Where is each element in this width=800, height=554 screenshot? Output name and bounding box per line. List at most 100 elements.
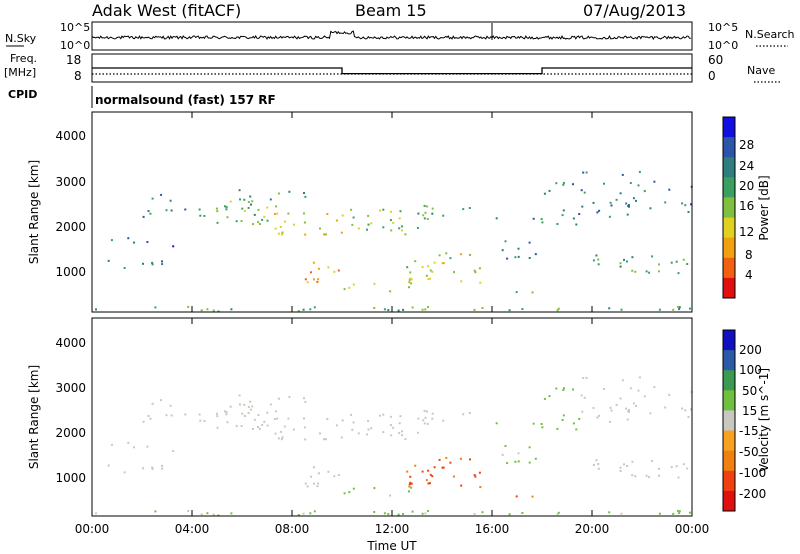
power-point — [635, 199, 637, 202]
colorbar-segment — [723, 237, 735, 259]
velocity-point — [541, 426, 544, 429]
power-point — [445, 252, 448, 255]
power-point — [441, 262, 444, 265]
velocity-point — [398, 432, 401, 435]
power-point — [672, 308, 675, 311]
power-point — [151, 263, 154, 266]
freq-unit-label: [MHz] — [4, 66, 36, 79]
power-point — [631, 269, 634, 272]
power-point — [623, 258, 625, 261]
velocity-panel-frame — [91, 317, 693, 517]
velocity-point — [277, 397, 280, 400]
velocity-point — [312, 466, 315, 469]
power-point — [215, 207, 218, 210]
velocity-point — [459, 457, 462, 460]
frequency-trace — [92, 67, 692, 75]
velocity-point — [250, 408, 252, 411]
velocity-point — [198, 413, 201, 416]
velocity-point — [252, 428, 254, 430]
velocity-point — [628, 409, 630, 412]
velocity-point — [110, 443, 113, 446]
power-point — [200, 309, 203, 312]
velocity-point — [521, 512, 524, 514]
velocity-point — [631, 460, 634, 463]
power-panel-frame — [91, 111, 693, 313]
velocity-point — [149, 417, 152, 420]
velocity-point — [598, 414, 601, 417]
velocity-point — [562, 387, 565, 390]
power-point — [625, 202, 628, 205]
velocity-point — [401, 434, 403, 437]
velocity-point — [431, 475, 434, 478]
power-point — [212, 309, 215, 312]
noise-traces — [91, 23, 691, 48]
power-point — [425, 274, 428, 277]
velocity-point — [556, 513, 559, 516]
velocity-point — [658, 467, 660, 470]
power-point — [277, 192, 280, 195]
velocity-point — [581, 410, 584, 413]
power-point — [408, 286, 410, 289]
power-point — [399, 210, 402, 213]
velocity-point — [275, 410, 278, 413]
velocity-point — [165, 414, 168, 417]
power-point — [161, 263, 164, 266]
power-point — [341, 214, 344, 217]
velocity-colorbar-frame — [722, 329, 736, 512]
velocity-point — [235, 425, 238, 428]
velocity-point — [352, 421, 355, 424]
velocity-point — [534, 457, 537, 460]
power-point — [410, 282, 413, 285]
power-point — [335, 219, 338, 222]
power-point — [562, 181, 565, 184]
velocity-point — [379, 414, 382, 417]
colorbar-segment — [723, 177, 735, 198]
noise-right-tick-bottom: 10^0 — [708, 39, 738, 52]
velocity-point — [585, 376, 588, 379]
power-point — [230, 308, 233, 311]
power-point — [302, 308, 305, 311]
velocity-point — [303, 417, 305, 420]
power-point — [343, 288, 346, 291]
velocity-point — [425, 479, 428, 482]
power-point — [398, 217, 401, 220]
velocity-point — [442, 419, 445, 422]
power-point — [421, 266, 424, 269]
power-y-ticks: 1000 2000 3000 4000 — [55, 129, 86, 279]
power-point — [224, 205, 226, 208]
power-point — [273, 213, 276, 215]
velocity-ytick: 1000 — [55, 471, 86, 485]
velocity-point — [645, 474, 648, 477]
power-scatter — [95, 170, 693, 313]
power-point — [323, 233, 326, 236]
velocity-point — [184, 413, 187, 416]
power-point — [449, 257, 452, 260]
power-point — [352, 283, 355, 286]
velocity-point — [398, 422, 401, 425]
velocity-point — [304, 482, 307, 485]
x-tick-label: 12:00 — [375, 522, 410, 536]
velocity-point — [408, 490, 410, 493]
velocity-point — [416, 431, 419, 434]
velocity-point — [241, 412, 244, 415]
power-point — [424, 211, 427, 214]
power-point — [557, 307, 560, 310]
power-point — [598, 209, 601, 212]
velocity-point — [303, 426, 306, 429]
velocity-point — [643, 395, 646, 398]
velocity-point — [249, 400, 252, 403]
power-point — [306, 281, 309, 284]
power-point — [340, 231, 343, 234]
velocity-point — [216, 426, 219, 429]
power-point — [383, 308, 386, 311]
nsearch-label: N.Search — [745, 28, 795, 41]
velocity-ytick: 2000 — [55, 426, 86, 440]
velocity-point — [247, 406, 250, 409]
velocity-point — [387, 513, 390, 516]
velocity-point — [578, 418, 581, 420]
power-point — [304, 195, 307, 198]
power-point — [658, 263, 660, 266]
power-point — [515, 291, 518, 294]
velocity-point — [401, 430, 404, 433]
velocity-point — [292, 428, 295, 431]
